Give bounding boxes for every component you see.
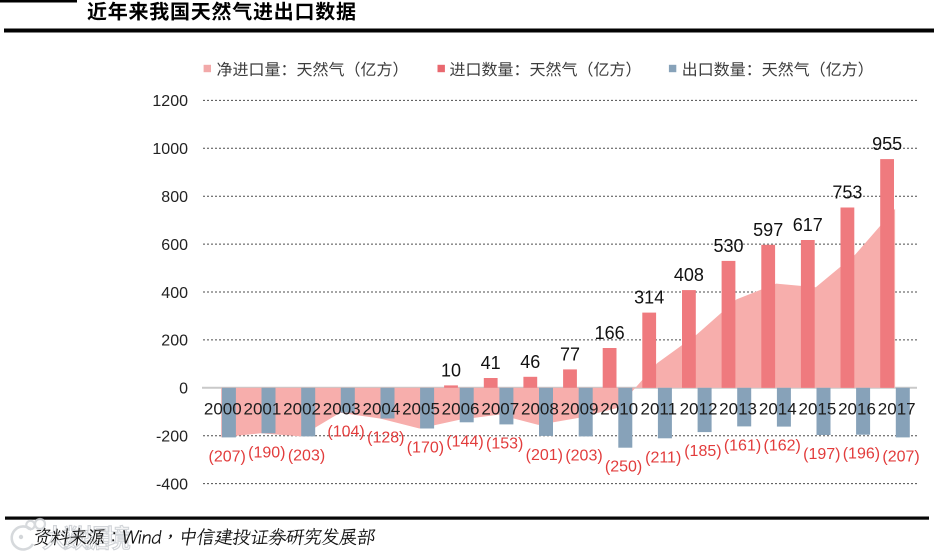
- svg-text:753: 753: [832, 183, 862, 203]
- svg-text:200: 200: [161, 333, 188, 350]
- svg-text:(250): (250): [605, 459, 642, 476]
- svg-text:(128): (128): [367, 430, 404, 447]
- svg-text:314: 314: [634, 288, 664, 308]
- svg-text:(196): (196): [843, 446, 880, 463]
- svg-text:2008: 2008: [521, 400, 559, 419]
- svg-text:(190): (190): [248, 444, 285, 461]
- svg-text:(203): (203): [288, 447, 325, 464]
- svg-text:(185): (185): [684, 443, 721, 460]
- svg-text:(153): (153): [486, 435, 523, 452]
- svg-text:(201): (201): [526, 447, 563, 464]
- svg-text:-200: -200: [156, 429, 188, 446]
- svg-text:800: 800: [161, 189, 188, 206]
- svg-text:408: 408: [674, 265, 704, 285]
- svg-text:0: 0: [179, 381, 188, 398]
- svg-text:(211): (211): [645, 449, 681, 466]
- svg-text:2010: 2010: [600, 400, 638, 419]
- svg-text:166: 166: [595, 323, 625, 343]
- svg-text:2011: 2011: [641, 400, 678, 419]
- svg-text:(170): (170): [407, 440, 444, 457]
- svg-text:2014: 2014: [759, 400, 797, 419]
- svg-text:(207): (207): [882, 448, 919, 465]
- svg-text:(207): (207): [209, 448, 246, 465]
- svg-text:2001: 2001: [243, 400, 281, 419]
- svg-text:2013: 2013: [719, 400, 757, 419]
- svg-text:530: 530: [713, 236, 743, 256]
- svg-text:(144): (144): [446, 433, 483, 450]
- svg-text:-400: -400: [156, 476, 188, 493]
- svg-text:2017: 2017: [878, 400, 916, 419]
- svg-text:2009: 2009: [561, 400, 599, 419]
- svg-text:2004: 2004: [362, 400, 400, 419]
- svg-text:1200: 1200: [152, 93, 188, 110]
- svg-text:2007: 2007: [481, 400, 519, 419]
- svg-text:600: 600: [161, 237, 188, 254]
- svg-text:2006: 2006: [442, 400, 480, 419]
- svg-text:2000: 2000: [204, 400, 242, 419]
- svg-text:(104): (104): [327, 424, 364, 441]
- svg-text:10: 10: [441, 360, 461, 380]
- svg-text:2016: 2016: [838, 400, 876, 419]
- svg-text:400: 400: [161, 285, 188, 302]
- svg-text:2003: 2003: [323, 400, 361, 419]
- svg-text:(203): (203): [565, 447, 602, 464]
- svg-text:41: 41: [481, 353, 501, 373]
- svg-text:(162): (162): [764, 438, 801, 455]
- svg-text:2002: 2002: [283, 400, 321, 419]
- svg-text:597: 597: [753, 220, 783, 240]
- svg-text:77: 77: [560, 344, 580, 364]
- svg-text:2012: 2012: [680, 400, 718, 419]
- svg-text:46: 46: [520, 352, 540, 372]
- svg-text:1000: 1000: [152, 141, 188, 158]
- svg-text:(197): (197): [803, 446, 840, 463]
- svg-text:(161): (161): [724, 437, 761, 454]
- svg-text:955: 955: [872, 134, 902, 154]
- svg-text:617: 617: [793, 215, 823, 235]
- svg-text:2005: 2005: [402, 400, 440, 419]
- svg-text:2015: 2015: [798, 400, 836, 419]
